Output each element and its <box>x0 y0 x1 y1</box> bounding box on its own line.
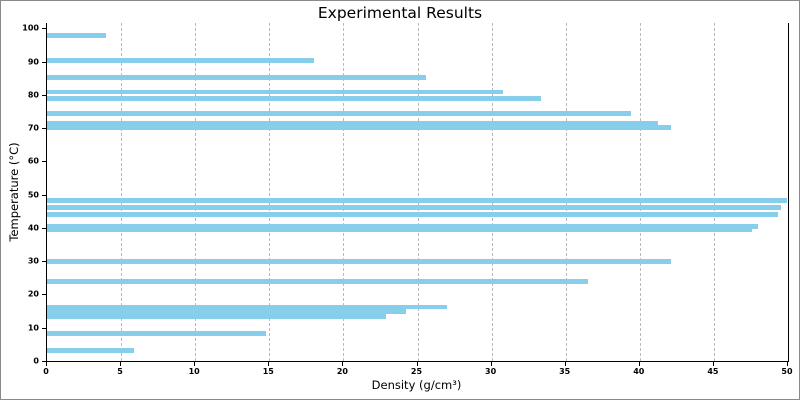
bar <box>47 211 778 217</box>
x-tick-mark <box>46 362 47 366</box>
x-axis-label: Density (g/cm³) <box>371 378 462 392</box>
y-tick-label: 30 <box>27 256 39 266</box>
y-tick-mark <box>42 361 46 362</box>
gridline-x-45 <box>713 23 715 361</box>
bar <box>47 224 759 229</box>
y-tick-label: 80 <box>27 90 39 100</box>
bar <box>47 304 448 310</box>
bar <box>47 227 753 233</box>
x-tick-mark <box>564 362 566 366</box>
gridline-x-15 <box>269 23 271 361</box>
y-tick-label: 100 <box>22 23 39 33</box>
gridline-x-25 <box>417 23 419 361</box>
y-tick-mark <box>42 194 46 196</box>
gridline-x-20 <box>343 23 345 361</box>
bar <box>47 89 504 95</box>
x-tick-label: 35 <box>559 367 571 376</box>
bar <box>47 95 541 101</box>
x-tick-mark <box>787 362 788 366</box>
x-tick-label: 20 <box>336 367 348 376</box>
bar <box>47 197 787 203</box>
bar <box>47 331 267 337</box>
bar <box>47 111 631 116</box>
x-tick-label: 45 <box>707 367 719 376</box>
x-tick-label: 15 <box>262 367 274 376</box>
y-tick-mark <box>42 61 46 63</box>
y-tick-mark <box>42 327 46 329</box>
x-tick-mark <box>194 362 196 366</box>
y-tick-label: 40 <box>27 223 39 233</box>
bar <box>47 259 671 264</box>
plot-area <box>46 23 789 362</box>
gridline-x-35 <box>565 23 567 361</box>
y-tick-label: 0 <box>33 356 39 366</box>
x-tick-mark <box>638 362 640 366</box>
y-tick-mark <box>42 94 46 96</box>
gridline-x-5 <box>121 23 123 361</box>
bar <box>47 279 588 284</box>
x-tick-label: 40 <box>633 367 645 376</box>
bar <box>47 314 387 319</box>
bar <box>47 204 781 210</box>
y-tick-label: 50 <box>27 190 39 200</box>
bar <box>47 309 406 315</box>
x-tick-label: 50 <box>781 367 793 376</box>
bar <box>47 348 135 353</box>
gridline-x-10 <box>195 23 197 361</box>
x-tick-mark <box>268 362 270 366</box>
y-tick-label: 60 <box>27 156 39 166</box>
x-tick-label: 30 <box>485 367 497 376</box>
x-tick-label: 10 <box>188 367 200 376</box>
y-tick-mark <box>42 128 46 130</box>
y-tick-mark <box>42 161 46 163</box>
y-tick-label: 10 <box>27 323 39 333</box>
x-tick-mark <box>490 362 492 366</box>
bar <box>47 57 314 63</box>
y-tick-label: 70 <box>27 123 39 133</box>
x-tick-mark <box>416 362 418 366</box>
y-tick-mark <box>42 28 46 30</box>
bar <box>47 32 107 38</box>
x-tick-label: 5 <box>117 367 123 376</box>
y-tick-mark <box>42 261 46 263</box>
x-tick-mark <box>712 362 714 366</box>
y-tick-mark <box>42 294 46 296</box>
x-tick-label: 25 <box>410 367 423 376</box>
bar <box>47 74 427 80</box>
x-tick-label: 0 <box>43 367 49 376</box>
chart-title: Experimental Results <box>317 4 483 22</box>
gridline-x-40 <box>639 23 641 361</box>
y-tick-label: 90 <box>27 57 39 67</box>
x-tick-mark <box>342 362 344 366</box>
y-tick-mark <box>42 227 46 229</box>
gridline-x-30 <box>491 23 493 361</box>
y-tick-label: 20 <box>27 289 39 299</box>
bar <box>47 121 658 127</box>
bar <box>47 125 671 131</box>
x-tick-mark <box>120 362 122 366</box>
